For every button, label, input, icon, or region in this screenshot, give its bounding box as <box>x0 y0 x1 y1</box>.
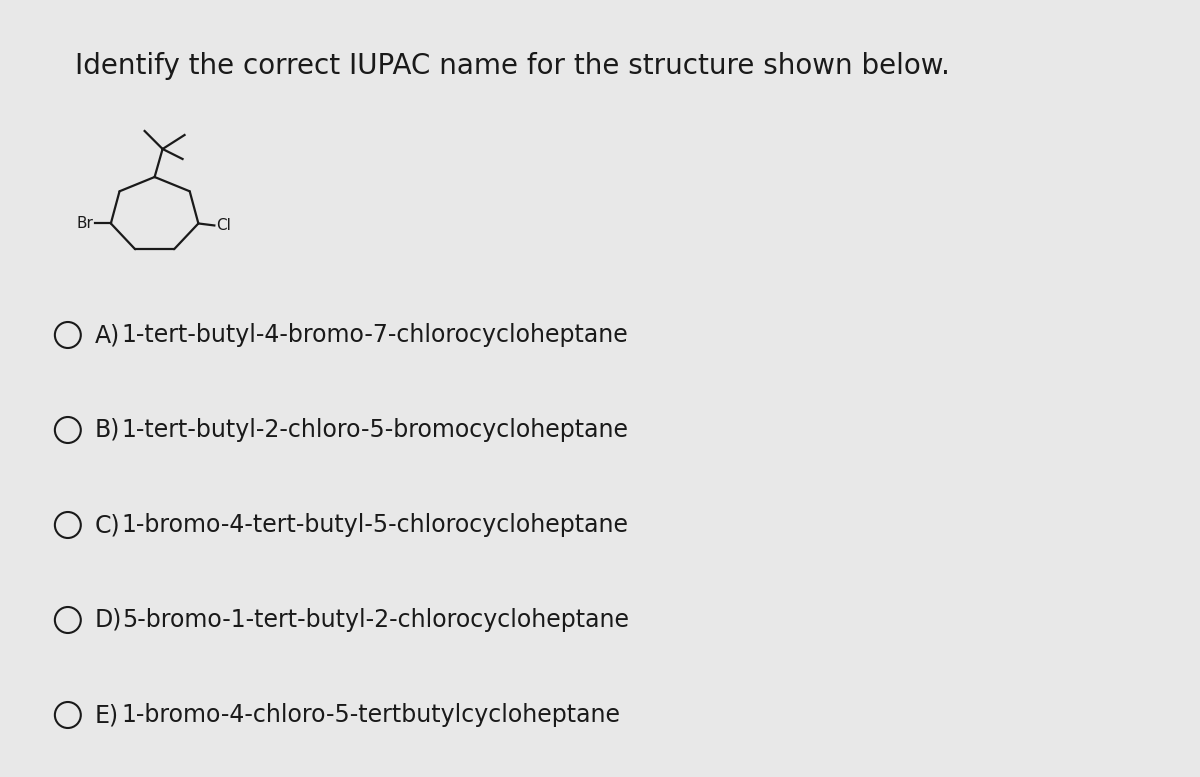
Text: 1-bromo-4-tert-butyl-5-chlorocycloheptane: 1-bromo-4-tert-butyl-5-chlorocycloheptan… <box>121 513 629 537</box>
Text: B): B) <box>95 418 120 442</box>
Text: 5-bromo-1-tert-butyl-2-chlorocycloheptane: 5-bromo-1-tert-butyl-2-chlorocycloheptan… <box>121 608 629 632</box>
Text: C): C) <box>95 513 120 537</box>
Text: Identify the correct IUPAC name for the structure shown below.: Identify the correct IUPAC name for the … <box>74 52 949 80</box>
Text: D): D) <box>95 608 122 632</box>
Text: 1-tert-butyl-4-bromo-7-chlorocycloheptane: 1-tert-butyl-4-bromo-7-chlorocycloheptan… <box>121 323 629 347</box>
Text: E): E) <box>95 703 119 727</box>
Text: 1-tert-butyl-2-chloro-5-bromocycloheptane: 1-tert-butyl-2-chloro-5-bromocycloheptan… <box>121 418 629 442</box>
Text: Cl: Cl <box>216 218 232 233</box>
Text: 1-bromo-4-chloro-5-tertbutylcycloheptane: 1-bromo-4-chloro-5-tertbutylcycloheptane <box>121 703 620 727</box>
Text: A): A) <box>95 323 120 347</box>
Text: Br: Br <box>76 216 92 231</box>
